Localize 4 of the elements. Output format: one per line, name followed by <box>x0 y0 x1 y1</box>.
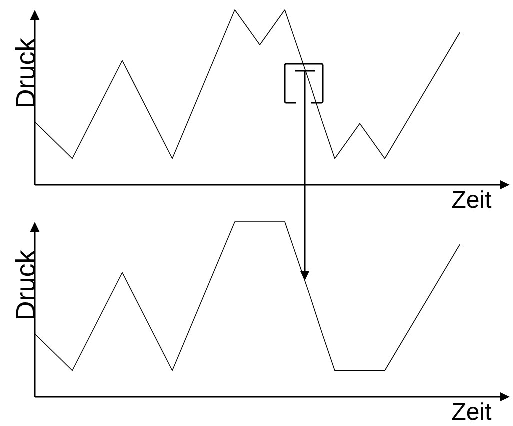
x-axis-title: Zeit <box>452 190 492 208</box>
x-axis-title: Zeit <box>452 402 492 420</box>
y-axis-title: Druck <box>15 38 36 107</box>
y-axis-title: Druck <box>15 250 36 319</box>
